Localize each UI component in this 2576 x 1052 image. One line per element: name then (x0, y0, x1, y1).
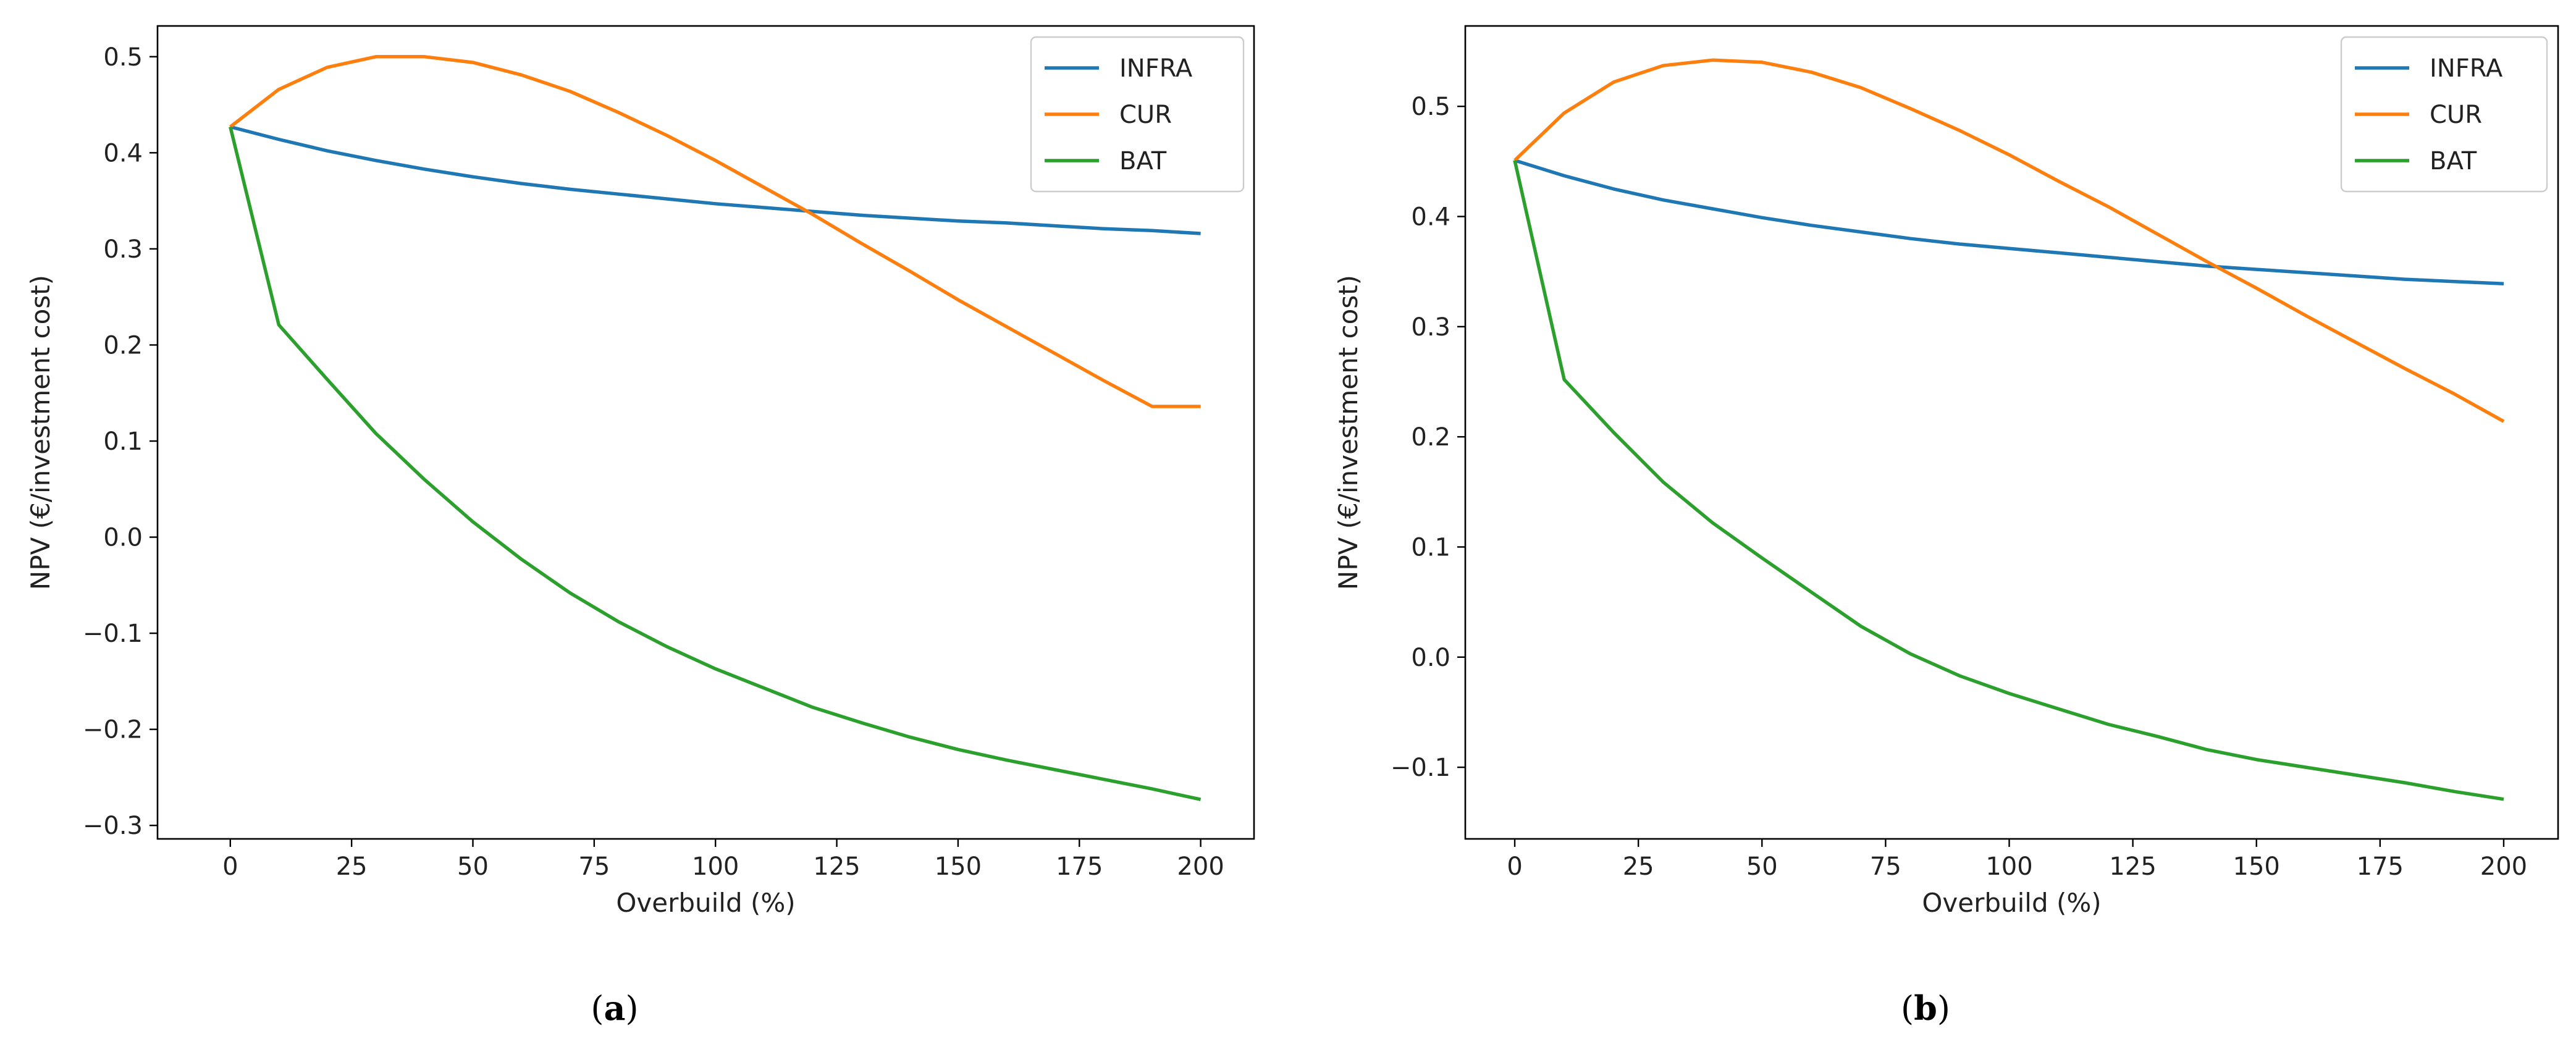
legend-label-bat: BAT (1119, 147, 1167, 175)
x-axis-label: Overbuild (%) (1922, 888, 2101, 918)
y-tick-label: −0.2 (83, 716, 143, 744)
x-tick-label: 150 (2233, 852, 2280, 881)
y-tick-label: 0.4 (103, 139, 143, 167)
y-tick-label: −0.1 (83, 620, 143, 648)
x-tick-label: 200 (1177, 852, 1224, 881)
y-tick-label: 0.0 (103, 524, 143, 552)
legend-box (1030, 36, 1245, 193)
y-tick-label: 0.2 (1411, 423, 1450, 452)
y-tick-label: 0.4 (1411, 203, 1450, 231)
x-tick-label: 75 (1870, 852, 1901, 881)
x-tick-label: 100 (692, 852, 739, 881)
x-tick-label: 75 (578, 852, 610, 881)
series-line-bat (1513, 159, 2504, 801)
x-tick-label: 125 (813, 852, 860, 881)
y-tick-label: −0.3 (83, 812, 143, 840)
y-axis-label: NPV (€/investment cost) (1333, 275, 1363, 590)
chart-b: 0 25 50 75 100 125 150 175 200 −0.1 0.0 0.1 0.2 0.3 0.… (1333, 25, 2559, 918)
panel-caption-b: (b) (1901, 988, 1950, 1028)
x-tick-label: 175 (1056, 852, 1103, 881)
series-line-infra (230, 125, 1201, 235)
plot-frame (156, 25, 1255, 840)
series-line-infra (1514, 158, 2504, 286)
legend: INFRA CUR BAT (1030, 36, 1245, 193)
x-tick-label: 200 (2480, 852, 2527, 881)
y-axis-label: NPV (€/investment cost) (25, 275, 56, 590)
x-tick-label: 100 (1985, 852, 2032, 881)
x-tick-label: 50 (457, 852, 489, 881)
x-tick-label: 150 (935, 852, 982, 881)
series-line-cur (1513, 58, 2505, 423)
y-tick-label: 0.5 (1411, 93, 1450, 121)
x-tick-label: 25 (336, 852, 368, 881)
series-line-bat (229, 126, 1202, 801)
y-tick-label: −0.1 (1391, 754, 1450, 782)
panel-caption-a: (a) (591, 988, 639, 1028)
y-tick-label: 0.2 (103, 331, 143, 360)
legend-label-infra: INFRA (2430, 54, 2503, 83)
y-tick-label: 0.0 (1411, 644, 1450, 672)
series-line-cur (229, 55, 1201, 408)
y-tick-label: 0.3 (103, 235, 143, 264)
y-tick-label: 0.1 (103, 427, 143, 456)
legend: INFRA CUR BAT (2340, 36, 2548, 193)
legend-label-infra: INFRA (1119, 54, 1193, 83)
y-tick-label: 0.3 (1411, 313, 1450, 342)
legend-label-bat: BAT (2430, 147, 2477, 175)
legend-label-cur: CUR (1119, 101, 1172, 129)
x-tick-label: 175 (2357, 852, 2404, 881)
plot-frame (1464, 25, 2559, 840)
legend-label-cur: CUR (2430, 101, 2482, 129)
x-tick-label: 0 (222, 852, 238, 881)
chart-a: 0 25 50 75 100 125 150 175 200 −0.3 −0.2 −0.1 0.0 0.1… (25, 25, 1255, 918)
x-tick-label: 0 (1507, 852, 1522, 881)
y-tick-label: 0.1 (1411, 533, 1450, 562)
x-axis-label: Overbuild (%) (616, 888, 795, 918)
x-tick-label: 50 (1746, 852, 1778, 881)
x-tick-label: 125 (2109, 852, 2156, 881)
y-tick-label: 0.5 (103, 43, 143, 72)
x-tick-label: 25 (1623, 852, 1654, 881)
legend-box (2340, 36, 2548, 193)
